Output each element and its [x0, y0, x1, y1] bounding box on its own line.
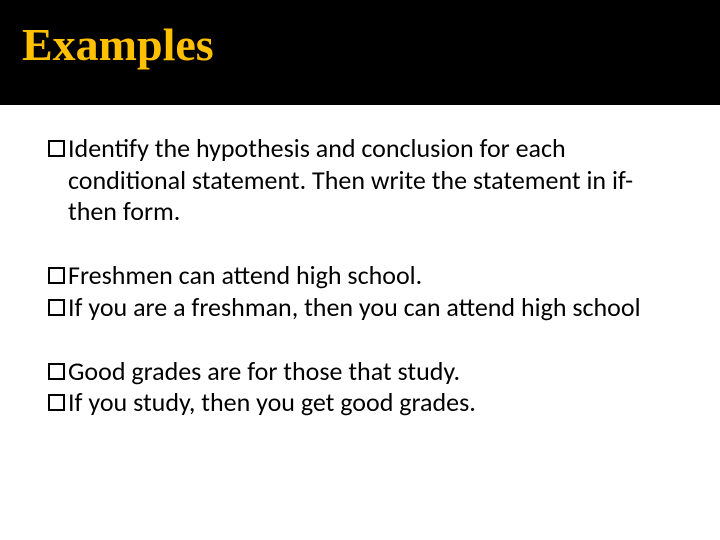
bullet-item: Identify the hypothesis and conclusion f…: [48, 133, 672, 228]
slide-content: Identify the hypothesis and conclusion f…: [0, 105, 720, 419]
body-text: If you study, then you get good grades.: [68, 387, 476, 419]
bullet-square-icon: [48, 267, 65, 284]
body-text: Identify the hypothesis and conclusion f…: [68, 133, 672, 228]
slide-title: Examples: [22, 18, 720, 71]
body-text: Good grades are for those that study.: [68, 356, 460, 388]
bullet-item: Freshmen can attend high school.: [48, 260, 672, 292]
bullet-square-icon: [48, 394, 65, 411]
spacer: [48, 324, 672, 356]
title-bar: Examples: [0, 0, 720, 105]
spacer: [48, 228, 672, 260]
body-text: Freshmen can attend high school.: [68, 260, 422, 292]
bullet-square-icon: [48, 140, 65, 157]
bullet-square-icon: [48, 299, 65, 316]
bullet-item: Good grades are for those that study.: [48, 356, 672, 388]
body-text: If you are a freshman, then you can atte…: [68, 292, 641, 324]
bullet-item: If you are a freshman, then you can atte…: [48, 292, 672, 324]
bullet-square-icon: [48, 363, 65, 380]
bullet-item: If you study, then you get good grades.: [48, 387, 672, 419]
